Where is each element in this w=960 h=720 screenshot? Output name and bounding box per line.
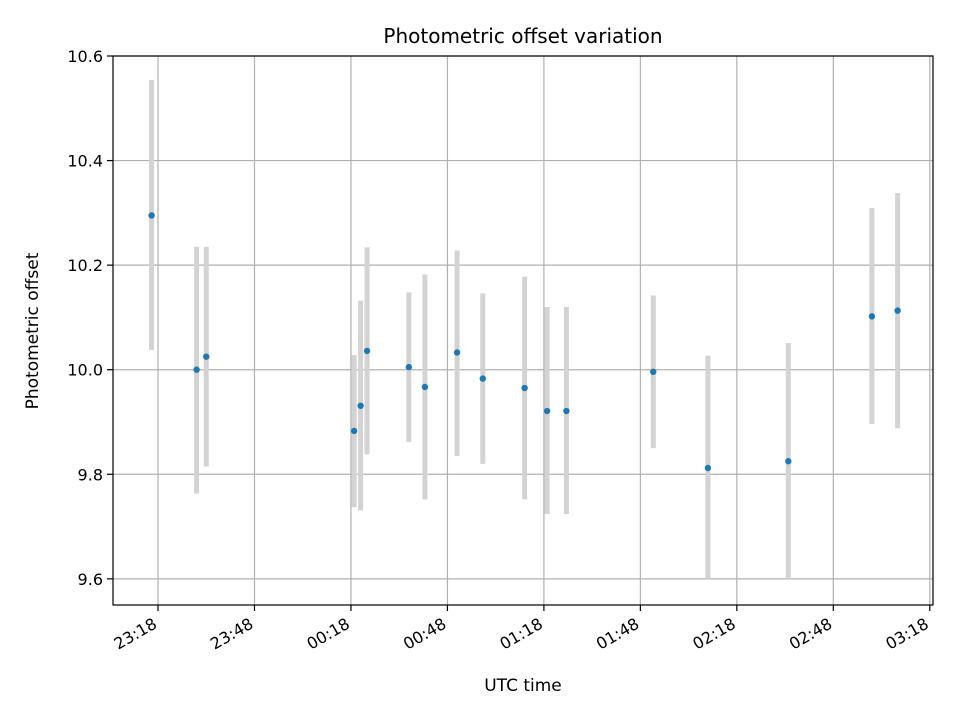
data-point	[363, 347, 371, 355]
grid	[113, 55, 933, 605]
data-point	[350, 427, 358, 435]
y-tick-label: 10.2	[67, 256, 103, 275]
data-point	[479, 375, 487, 382]
x-axis-title: UTC time	[484, 676, 562, 696]
data-point	[704, 464, 712, 472]
y-tick-label: 10.4	[67, 152, 103, 171]
data-point	[894, 307, 901, 314]
data-point	[148, 212, 155, 219]
y-axis-title: Photometric offset	[23, 252, 43, 409]
data-point	[453, 349, 461, 356]
data-point	[193, 366, 200, 373]
plot-frame	[112, 55, 934, 606]
data-point	[405, 363, 413, 371]
data-point	[521, 384, 528, 392]
data-point	[543, 407, 551, 415]
data-point	[785, 458, 792, 465]
data-point	[868, 313, 876, 320]
data-point	[563, 407, 570, 415]
y-tick-label: 9.8	[78, 465, 103, 484]
data-point	[421, 383, 429, 391]
y-tick-label: 10.0	[67, 361, 103, 380]
data-point	[357, 402, 364, 409]
data-point	[203, 353, 210, 360]
data-markers	[148, 212, 901, 472]
chart-title: Photometric offset variation	[383, 24, 662, 48]
y-tick-label: 9.6	[78, 570, 103, 589]
y-axis: 9.6 9.8 10.0 10.2 10.4 10.6	[67, 47, 113, 589]
data-point	[650, 368, 657, 376]
y-tick-label: 10.6	[67, 47, 103, 66]
